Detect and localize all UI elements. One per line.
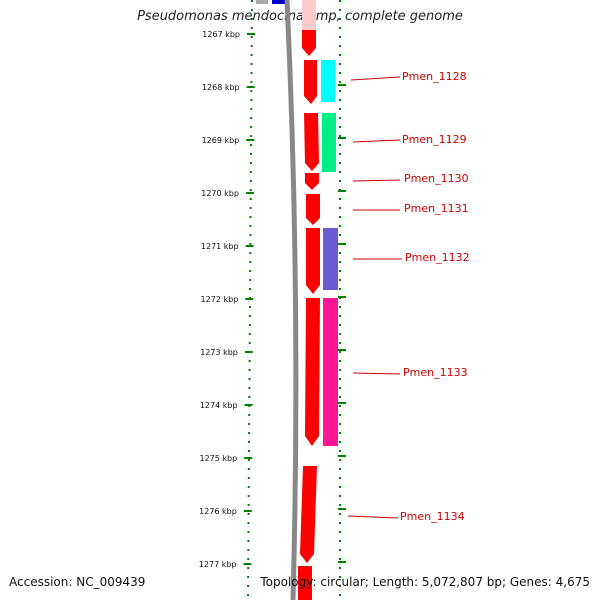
gene-label-pmen-1129[interactable]: Pmen_1129 — [402, 133, 467, 146]
gene-label-pmen-1132[interactable]: Pmen_1132 — [405, 251, 470, 264]
gene-label-pmen-1133[interactable]: Pmen_1133 — [403, 366, 468, 379]
gene-block-pmen-1129[interactable] — [322, 113, 336, 172]
gene-block-pmen-1128[interactable] — [321, 60, 335, 102]
top-cds-fragment-pink — [302, 0, 316, 30]
scale-tick-label: 1273 kbp — [200, 348, 238, 357]
cds-arrow-2[interactable] — [304, 60, 317, 104]
leader-line-pmen-1129 — [352, 139, 401, 143]
cds-arrow-5[interactable] — [306, 194, 320, 225]
cds-arrow-8[interactable] — [300, 466, 317, 563]
scale-tick-label: 1274 kbp — [200, 401, 238, 410]
scale-tick-label: 1275 kbp — [199, 454, 237, 463]
scale-tick-label: 1277 kbp — [199, 560, 237, 569]
top-gene-fragment-blue — [272, 0, 286, 4]
scale-tick-label: 1267 kbp — [202, 30, 240, 39]
cds-features[interactable] — [298, 30, 320, 600]
topology-summary: Topology: circular; Length: 5,072,807 bp… — [260, 575, 590, 589]
scale-tick-label: 1269 kbp — [202, 136, 240, 145]
leader-line-pmen-1133 — [352, 372, 401, 375]
scale-tick-label: 1276 kbp — [199, 507, 237, 516]
genome-title: Pseudomonas mendocina ymp, complete geno… — [137, 9, 463, 24]
scale-dotted-line-left — [247, 0, 253, 600]
leader-line-pmen-1134 — [347, 515, 399, 519]
gene-labels[interactable]: Pmen_1128 Pmen_1129 Pmen_1130 Pmen_1131 … — [400, 70, 470, 523]
scale-tick-label: 1272 kbp — [201, 295, 239, 304]
scale-tick-label: 1270 kbp — [201, 189, 239, 198]
scale-tick-label: 1271 kbp — [201, 242, 239, 251]
cds-arrow-1[interactable] — [302, 30, 316, 56]
gene-block-pmen-1133[interactable] — [323, 298, 338, 446]
gene-label-pmen-1128[interactable]: Pmen_1128 — [402, 70, 467, 83]
cds-arrow-4[interactable] — [305, 173, 319, 190]
gene-label-pmen-1134[interactable]: Pmen_1134 — [400, 510, 465, 523]
gene-block-pmen-1132[interactable] — [323, 228, 338, 290]
cds-arrow-3[interactable] — [304, 113, 319, 171]
colored-gene-features[interactable] — [321, 60, 338, 446]
cds-arrow-bottom-fragment[interactable] — [298, 566, 312, 600]
gene-leader-lines — [347, 76, 402, 519]
cds-arrow-7[interactable] — [305, 298, 320, 446]
scale-tick-label: 1268 kbp — [202, 83, 240, 92]
top-gene-fragment-gray — [256, 0, 268, 4]
leader-line-pmen-1130 — [352, 179, 401, 182]
cds-arrow-6[interactable] — [306, 228, 320, 294]
genome-backbone — [284, 0, 299, 600]
gene-label-pmen-1131[interactable]: Pmen_1131 — [404, 202, 469, 215]
gene-label-pmen-1130[interactable]: Pmen_1130 — [404, 172, 469, 185]
accession-text: Accession: NC_009439 — [9, 575, 146, 589]
scale-ticks: 1267 kbp 1268 kbp 1269 kbp 1270 kbp 1271 kbp… — [199, 30, 346, 569]
leader-line-pmen-1128 — [350, 76, 401, 81]
